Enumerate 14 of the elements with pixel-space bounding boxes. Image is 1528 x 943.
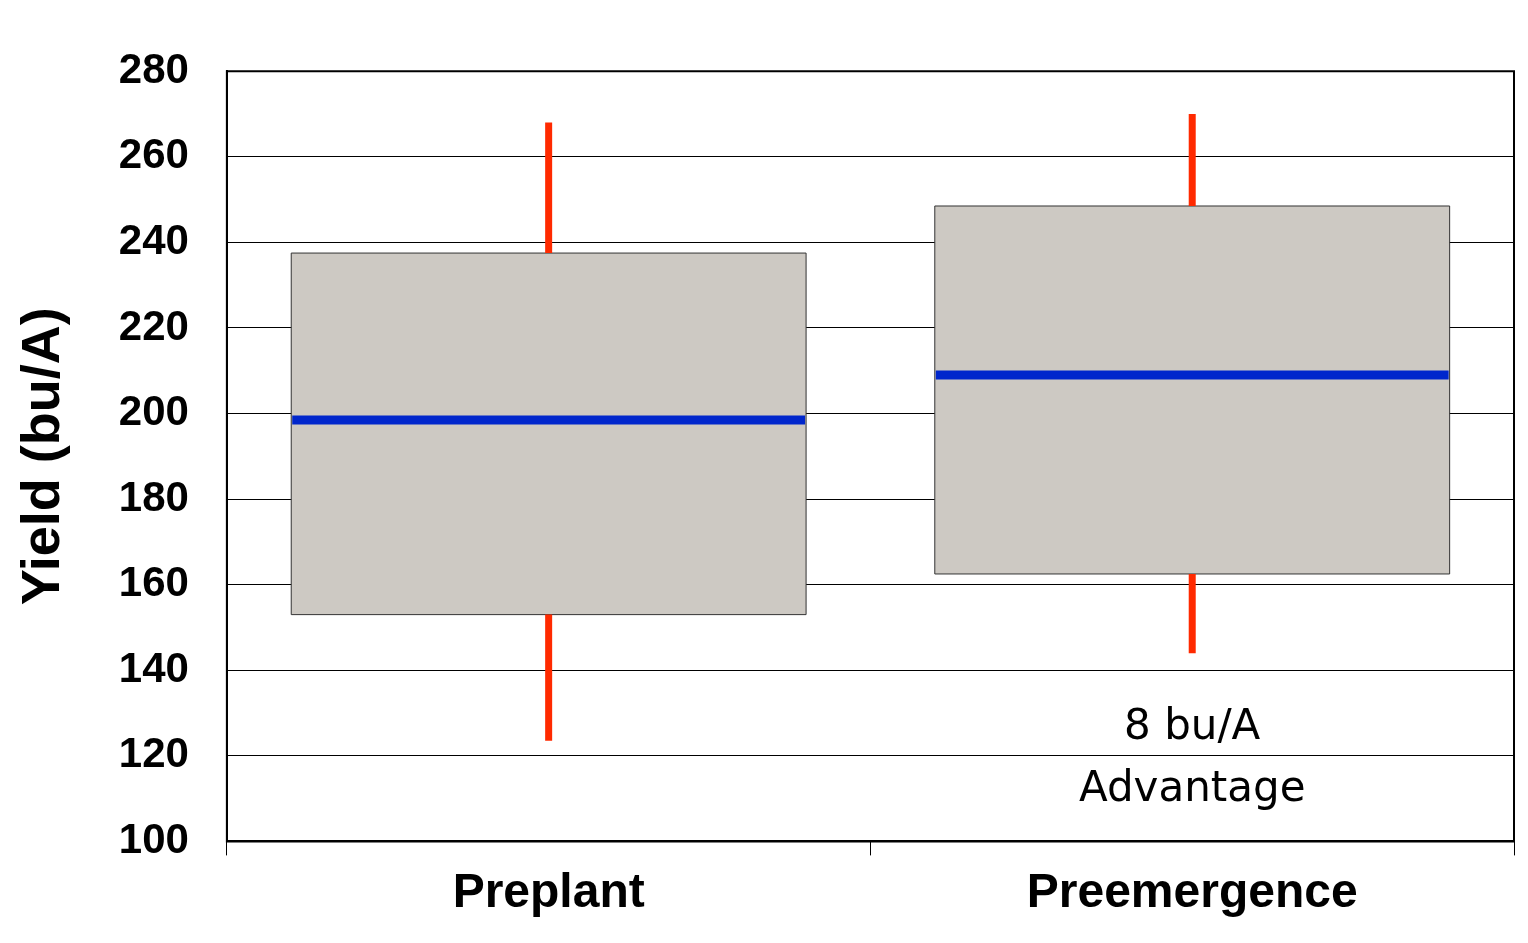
- y-tick-label: 280: [118, 44, 189, 92]
- y-tick-label: 140: [118, 643, 189, 691]
- x-tick-label: Preemergence: [1026, 864, 1358, 918]
- y-tick-label: 160: [118, 558, 189, 606]
- y-tick-label: 240: [118, 215, 189, 263]
- y-tick-label: 200: [118, 387, 189, 435]
- y-tick-label: 220: [118, 301, 189, 349]
- y-axis-title: Yield (bu/A): [10, 307, 71, 606]
- y-tick-label: 120: [118, 729, 189, 777]
- x-tick-label: Preplant: [452, 864, 645, 918]
- y-tick-label: 260: [118, 130, 189, 178]
- annotation: 8 bu/A Advantage: [1078, 699, 1306, 811]
- y-tick-label: 180: [118, 472, 189, 520]
- y-tick-label: 100: [118, 814, 189, 862]
